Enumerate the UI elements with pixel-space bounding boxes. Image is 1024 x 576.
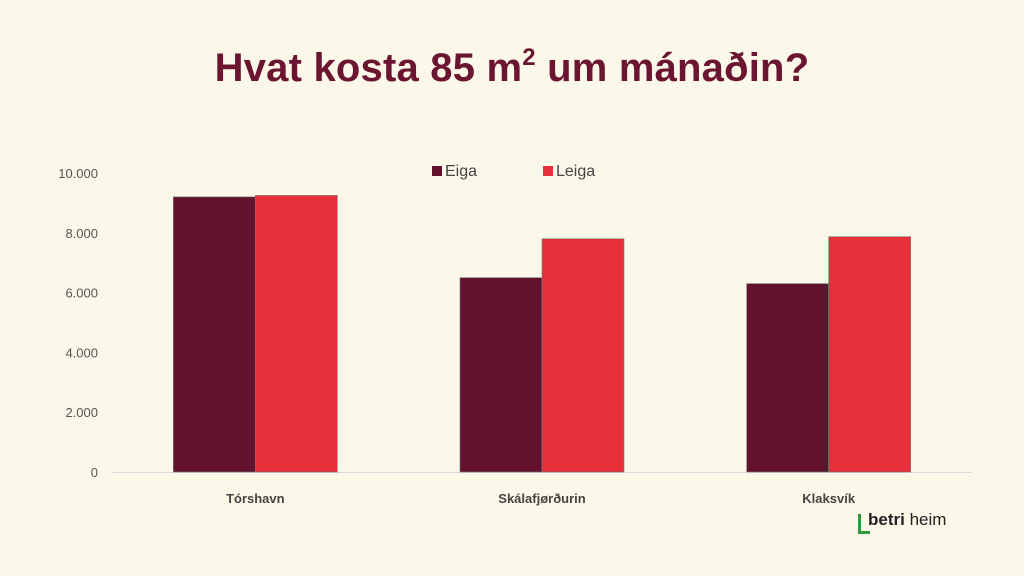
brand-text: betri heim [868,510,946,530]
bar-leiga [255,195,338,473]
legend-label-leiga: Leiga [556,163,595,180]
y-tick-label: 8.000 [65,226,98,241]
y-tick-label: 10.000 [58,166,98,181]
title-prefix: Hvat kosta 85 m [214,46,523,90]
brand-logo: betri heim [858,510,968,540]
bar-eiga [173,196,256,473]
legend-swatch-eiga [432,166,442,176]
title-suffix: um mánaðin? [535,46,810,90]
y-tick-label: 2.000 [65,405,98,420]
bar-eiga [746,283,829,473]
x-category-label: Klaksvík [802,491,856,506]
title-superscript: 2 [522,44,536,71]
y-tick-label: 0 [91,465,98,480]
y-tick-label: 6.000 [65,286,98,301]
legend-swatch-leiga [543,166,553,176]
chart-title: Hvat kosta 85 m2 um mánaðin? [0,44,1024,91]
bar-leiga [828,236,911,473]
brand-corner-icon [858,514,870,534]
y-tick-label: 4.000 [65,345,98,360]
x-category-label: Skálafjørðurin [498,491,585,506]
x-category-label: Tórshavn [226,491,285,506]
bar-leiga [541,238,625,473]
brand-word-betri: betri [868,510,905,529]
brand-word-heim: heim [904,510,947,529]
legend-label-eiga: Eiga [445,163,477,180]
bar-eiga [459,277,543,473]
